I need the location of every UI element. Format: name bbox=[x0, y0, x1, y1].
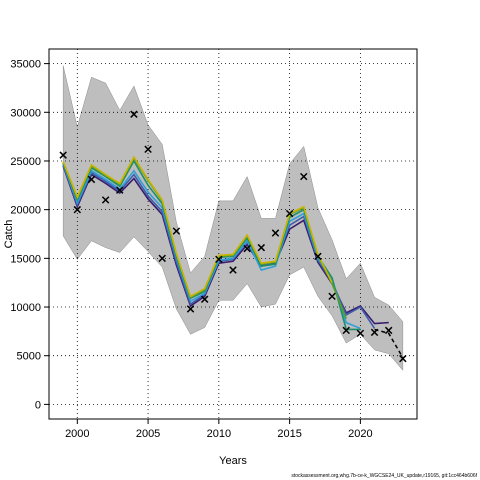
caption: stockassessment.org,whg.7b-ce-k_WGCSE24_… bbox=[291, 473, 477, 479]
observed-point bbox=[271, 229, 280, 237]
observed-point bbox=[399, 354, 407, 363]
x-tick-label: 2005 bbox=[136, 428, 160, 440]
observed-point bbox=[243, 244, 251, 253]
y-tick-label: 25000 bbox=[10, 156, 41, 168]
observed-point bbox=[342, 326, 350, 335]
observed-point bbox=[200, 295, 209, 303]
x-tick-label: 2000 bbox=[65, 428, 89, 440]
observed-point bbox=[59, 151, 67, 159]
observed-point bbox=[356, 329, 365, 338]
y-tick-label: 15000 bbox=[10, 253, 41, 265]
projection-dashed-line bbox=[374, 328, 404, 359]
observed-point bbox=[229, 266, 237, 274]
observed-point bbox=[101, 196, 110, 204]
observed-point bbox=[73, 205, 82, 214]
x-tick-label: 2020 bbox=[348, 428, 372, 440]
series-line-6 bbox=[62, 155, 333, 298]
x-axis-label: Years bbox=[219, 455, 247, 467]
observed-point bbox=[257, 243, 266, 252]
projection-line bbox=[374, 328, 404, 359]
observed-point bbox=[87, 175, 96, 184]
x-axis: 2000 2005 2010 2015 2020 bbox=[65, 419, 373, 440]
observed-point bbox=[384, 326, 393, 335]
observed-point bbox=[300, 172, 308, 181]
x-tick-label: 2010 bbox=[207, 428, 231, 440]
y-tick-label: 20000 bbox=[10, 205, 41, 217]
observed-point bbox=[130, 110, 138, 118]
observed-point bbox=[186, 305, 195, 313]
x-tick-label: 2015 bbox=[277, 428, 301, 440]
observed-point bbox=[370, 328, 379, 337]
y-tick-label: 0 bbox=[35, 399, 41, 411]
plot-frame bbox=[48, 48, 418, 420]
y-axis-label: Catch bbox=[3, 220, 15, 249]
series-lines bbox=[62, 155, 389, 331]
series-line-3 bbox=[62, 163, 361, 330]
observed-points bbox=[59, 110, 407, 363]
observed-point bbox=[158, 254, 166, 263]
y-tick-label: 30000 bbox=[10, 107, 41, 119]
y-tick-label: 5000 bbox=[17, 351, 41, 363]
series-line-5 bbox=[62, 156, 347, 320]
y-axis: 0 5000 10000 15000 20000 25000 30000 35000 bbox=[10, 59, 49, 411]
y-tick-label: 35000 bbox=[10, 59, 41, 71]
observed-point bbox=[285, 209, 294, 218]
observed-point bbox=[314, 252, 322, 261]
y-tick-label: 10000 bbox=[10, 302, 41, 314]
observed-point bbox=[172, 227, 181, 235]
observed-point bbox=[144, 145, 152, 154]
observed-point bbox=[215, 255, 223, 264]
observed-point bbox=[328, 292, 336, 301]
observed-point bbox=[116, 186, 124, 194]
